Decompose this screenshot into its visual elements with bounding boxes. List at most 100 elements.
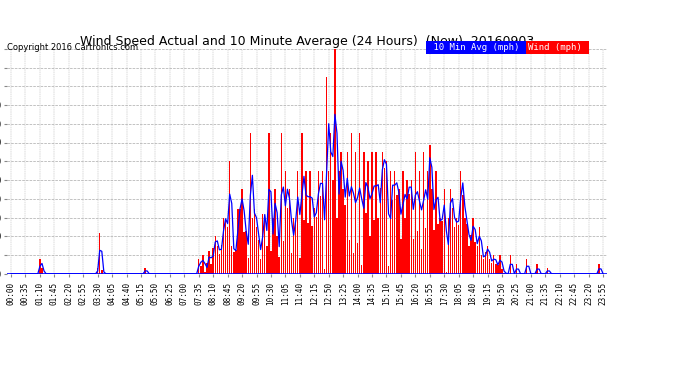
Bar — [469, 246, 470, 274]
Bar — [423, 152, 424, 274]
Bar — [433, 230, 435, 274]
Bar — [229, 161, 230, 274]
Bar — [454, 227, 455, 274]
Bar — [483, 259, 484, 274]
Bar — [413, 238, 414, 274]
Bar — [458, 225, 460, 274]
Bar — [299, 258, 301, 274]
Bar — [277, 236, 278, 274]
Bar — [338, 171, 339, 274]
Bar — [365, 213, 366, 274]
Bar — [283, 241, 284, 274]
Bar — [448, 217, 449, 274]
Bar — [303, 219, 305, 274]
Bar — [340, 152, 342, 274]
Bar — [456, 217, 457, 274]
Bar — [499, 255, 501, 274]
Bar — [375, 152, 377, 274]
Bar — [489, 259, 491, 274]
Bar — [260, 260, 262, 274]
Bar — [293, 217, 295, 274]
Bar — [262, 214, 264, 274]
Bar — [431, 189, 433, 274]
Bar — [503, 273, 505, 274]
Bar — [396, 195, 397, 274]
Bar — [598, 264, 600, 274]
Bar — [491, 263, 493, 274]
Bar — [384, 168, 385, 274]
Bar — [479, 227, 480, 274]
Bar — [417, 231, 418, 274]
Bar — [509, 255, 511, 274]
Bar — [219, 254, 220, 274]
Bar — [268, 133, 270, 274]
Bar — [202, 255, 204, 274]
Bar — [270, 251, 272, 274]
Bar — [225, 220, 226, 274]
Bar — [273, 217, 274, 274]
Bar — [281, 133, 282, 274]
Bar — [536, 264, 538, 274]
Bar — [206, 263, 208, 274]
Bar — [481, 255, 482, 274]
Bar — [367, 161, 368, 274]
Bar — [346, 152, 348, 274]
Bar — [382, 152, 383, 274]
Bar — [411, 180, 412, 274]
Bar — [460, 171, 462, 274]
Bar — [213, 248, 214, 274]
Bar — [446, 272, 447, 274]
Bar — [241, 189, 243, 274]
Bar — [237, 209, 239, 274]
Bar — [419, 171, 420, 274]
Bar — [244, 232, 245, 274]
Bar — [497, 266, 499, 274]
Bar — [515, 264, 518, 274]
Bar — [322, 171, 323, 274]
Bar — [295, 224, 297, 274]
Bar — [386, 161, 387, 274]
Bar — [466, 224, 468, 274]
Bar — [344, 205, 346, 274]
Bar — [217, 246, 218, 274]
Bar — [493, 255, 495, 274]
Bar — [400, 239, 402, 274]
Bar — [334, 49, 335, 274]
Bar — [275, 189, 276, 274]
Bar — [357, 243, 358, 274]
Bar — [266, 246, 268, 274]
Bar — [421, 249, 422, 274]
Bar — [233, 252, 235, 274]
Bar — [363, 152, 364, 274]
Bar — [246, 231, 247, 274]
Bar — [373, 220, 375, 274]
Bar — [256, 227, 257, 274]
Bar — [342, 189, 344, 274]
Bar — [546, 268, 548, 274]
Bar — [427, 171, 428, 274]
Bar — [355, 152, 356, 274]
Bar — [353, 254, 354, 274]
Bar — [473, 217, 474, 274]
Bar — [371, 152, 373, 274]
Bar — [227, 227, 228, 274]
Bar — [289, 189, 290, 274]
Bar — [501, 269, 503, 274]
Bar — [369, 236, 371, 274]
Bar — [406, 180, 408, 274]
Bar — [351, 133, 352, 274]
Bar — [254, 209, 255, 274]
Bar — [235, 249, 237, 274]
Bar — [221, 244, 222, 274]
Bar — [377, 217, 379, 274]
Bar — [487, 246, 489, 274]
Bar — [99, 232, 101, 274]
Bar — [326, 77, 327, 274]
Bar — [223, 217, 224, 274]
Bar — [97, 268, 99, 274]
Bar — [328, 171, 329, 274]
Bar — [435, 171, 437, 274]
Bar — [359, 133, 360, 274]
Bar — [311, 226, 313, 274]
Bar — [437, 224, 439, 274]
